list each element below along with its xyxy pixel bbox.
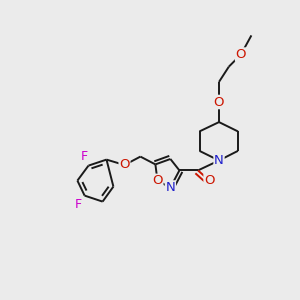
Text: N: N [214,154,224,167]
Text: O: O [236,48,246,61]
Text: F: F [80,150,88,163]
Text: O: O [204,174,215,187]
Text: F: F [75,198,82,211]
Text: O: O [214,95,224,109]
Text: O: O [119,158,130,172]
Text: N: N [166,181,175,194]
Text: O: O [152,174,163,188]
